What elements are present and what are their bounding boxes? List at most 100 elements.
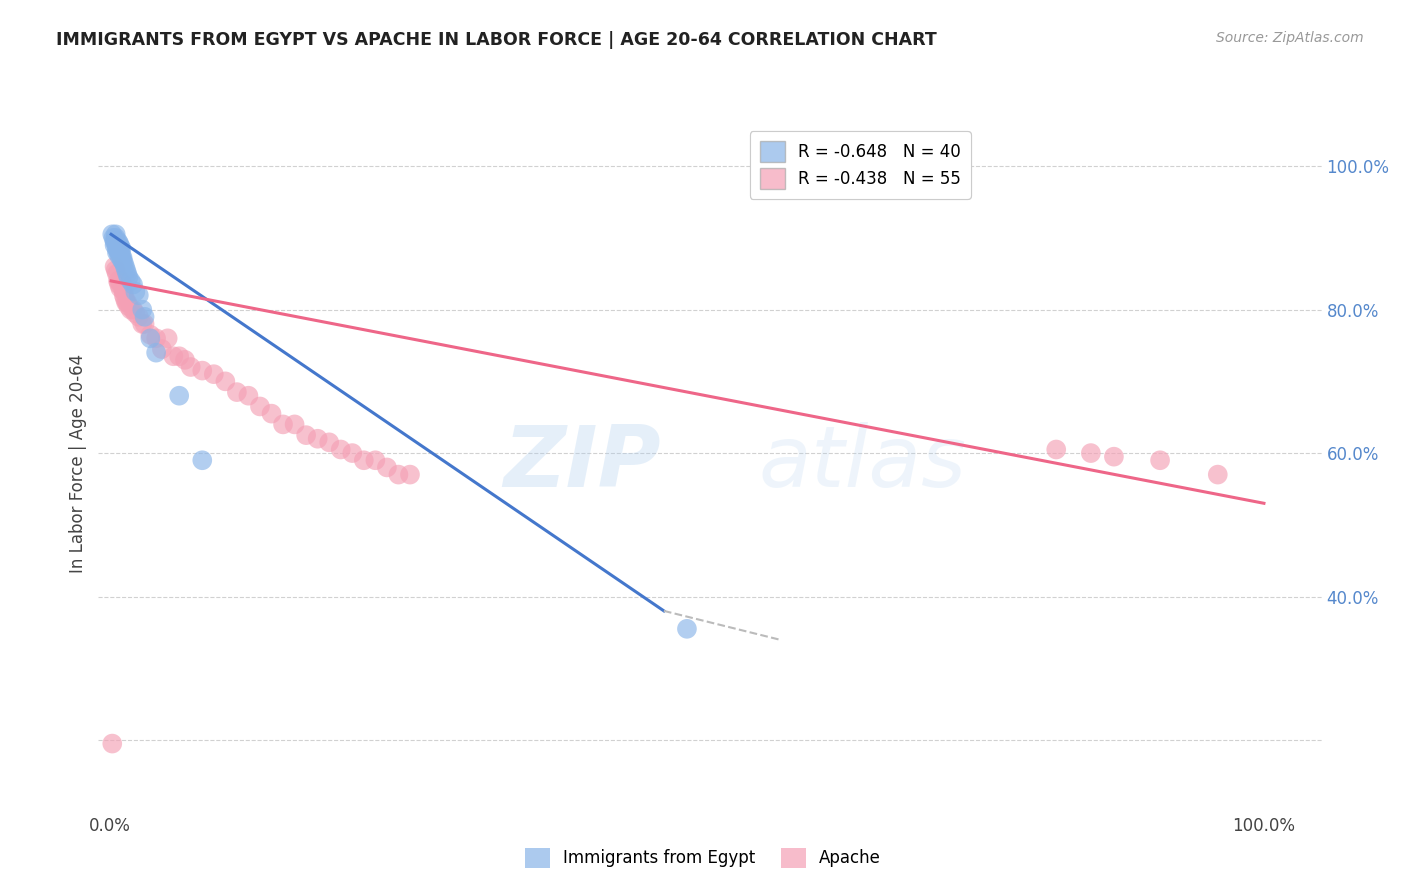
Point <box>107 274 129 288</box>
Point <box>107 235 129 249</box>
Point <box>124 285 146 299</box>
Point <box>117 267 139 281</box>
Text: IMMIGRANTS FROM EGYPT VS APACHE IN LABOR FORCE | AGE 20-64 CORRELATION CHART: IMMIGRANTS FROM EGYPT VS APACHE IN LABOR… <box>56 31 936 49</box>
Point <box>131 302 153 317</box>
Point <box>214 375 236 389</box>
Point <box>114 292 136 306</box>
Point <box>1080 446 1102 460</box>
Point <box>108 245 131 260</box>
Point <box>145 345 167 359</box>
Point <box>238 389 260 403</box>
Point <box>134 310 156 324</box>
Point <box>1102 450 1125 464</box>
Point <box>110 274 132 288</box>
Point <box>117 295 139 310</box>
Point <box>112 256 135 270</box>
Point <box>103 260 125 274</box>
Point <box>108 249 131 263</box>
Point <box>139 331 162 345</box>
Point <box>107 239 129 253</box>
Point <box>202 367 225 381</box>
Point <box>105 245 128 260</box>
Point <box>364 453 387 467</box>
Point <box>307 432 329 446</box>
Point <box>117 270 139 285</box>
Point <box>353 453 375 467</box>
Point <box>191 453 214 467</box>
Point <box>318 435 340 450</box>
Point <box>329 442 352 457</box>
Point <box>103 238 125 252</box>
Point <box>131 317 153 331</box>
Legend: R = -0.648   N = 40, R = -0.438   N = 55: R = -0.648 N = 40, R = -0.438 N = 55 <box>749 131 970 199</box>
Point <box>399 467 422 482</box>
Point <box>128 310 150 324</box>
Text: atlas: atlas <box>759 422 967 506</box>
Point <box>110 276 132 290</box>
Point <box>101 737 124 751</box>
Point <box>108 242 131 256</box>
Point <box>104 231 127 245</box>
Point <box>111 251 134 265</box>
Point <box>120 302 142 317</box>
Point <box>124 306 146 320</box>
Point <box>108 274 131 288</box>
Point <box>134 317 156 331</box>
Point <box>375 460 398 475</box>
Point <box>115 295 138 310</box>
Text: ZIP: ZIP <box>503 422 661 506</box>
Point <box>191 363 214 377</box>
Point <box>101 227 124 242</box>
Point <box>117 299 139 313</box>
Point <box>260 407 283 421</box>
Point <box>112 288 135 302</box>
Point <box>1206 467 1229 482</box>
Point <box>150 342 173 356</box>
Point <box>162 349 184 363</box>
Point <box>139 327 162 342</box>
Point <box>342 446 364 460</box>
Point <box>104 263 127 277</box>
Point <box>114 260 136 274</box>
Point <box>112 285 135 299</box>
Point <box>167 389 190 403</box>
Point <box>110 281 132 295</box>
Point <box>295 428 318 442</box>
Point <box>271 417 294 432</box>
Point <box>110 242 132 256</box>
Y-axis label: In Labor Force | Age 20-64: In Labor Force | Age 20-64 <box>69 354 87 574</box>
Legend: Immigrants from Egypt, Apache: Immigrants from Egypt, Apache <box>519 841 887 875</box>
Point <box>110 239 132 253</box>
Point <box>103 231 125 245</box>
Point <box>111 281 134 295</box>
Point <box>1045 442 1067 457</box>
Point <box>110 249 132 263</box>
Point <box>180 359 202 374</box>
Point <box>676 622 699 636</box>
Text: Source: ZipAtlas.com: Source: ZipAtlas.com <box>1216 31 1364 45</box>
Point <box>107 244 129 258</box>
Point <box>104 235 127 249</box>
Point <box>1149 453 1171 467</box>
Point <box>110 244 132 258</box>
Point <box>156 331 179 345</box>
Point <box>145 331 167 345</box>
Point <box>122 277 145 292</box>
Point <box>120 274 142 288</box>
Point <box>225 385 247 400</box>
Point <box>128 288 150 302</box>
Point <box>174 352 197 367</box>
Point <box>105 242 128 256</box>
Point <box>284 417 307 432</box>
Point <box>105 267 128 281</box>
Point <box>108 277 131 292</box>
Point <box>167 349 190 363</box>
Point <box>110 252 132 267</box>
Point <box>122 302 145 317</box>
Point <box>387 467 409 482</box>
Point <box>103 235 125 249</box>
Point <box>104 227 127 242</box>
Point <box>111 253 134 268</box>
Point <box>249 400 271 414</box>
Point <box>115 263 138 277</box>
